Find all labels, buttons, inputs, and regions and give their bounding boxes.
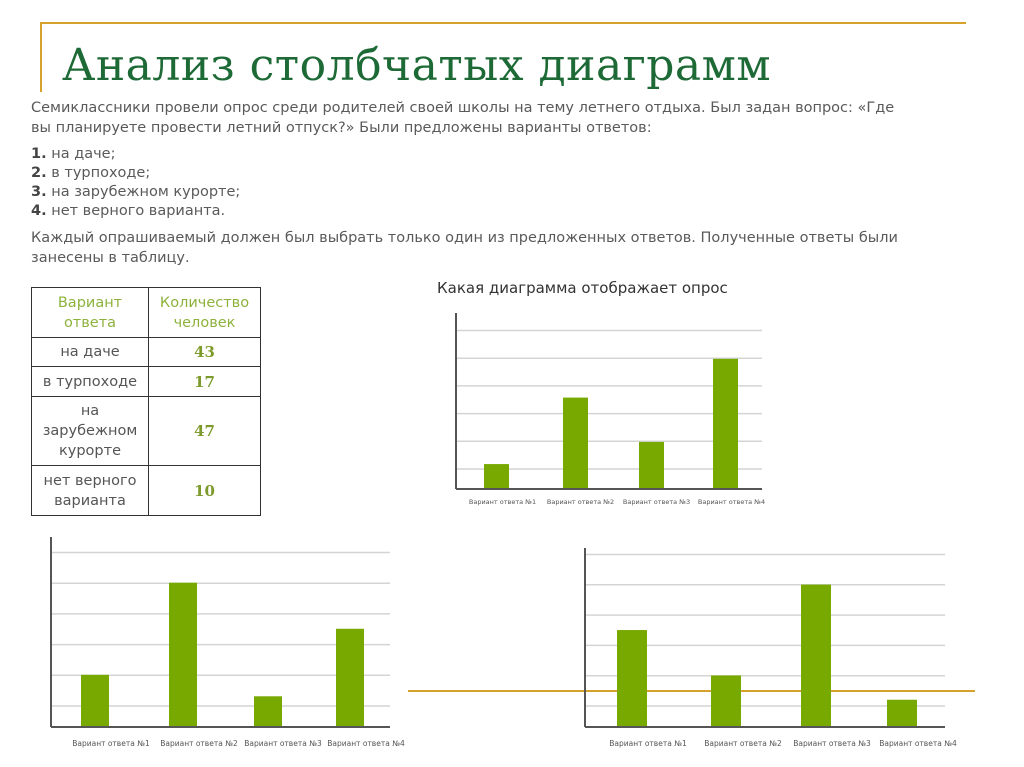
bar [81,674,109,727]
x-tick-label: Вариант ответа №4 [879,739,957,748]
x-tick-label: Вариант ответа №1 [72,739,150,748]
intro-line: Семиклассники провели опрос среди родите… [31,100,895,116]
top-rule [40,22,966,24]
x-tick-label: Вариант ответа №3 [244,739,322,748]
header-count: Количество человек [148,287,261,338]
x-tick-label: Вариант ответа №2 [160,739,238,748]
bar [563,397,588,489]
x-tick-label: Вариант ответа №4 [698,498,765,506]
bottom-rule [408,690,975,692]
table-row: на зарубежном курорте 47 [31,396,261,466]
bar [254,696,282,727]
bar [617,630,647,727]
x-tick-label: Вариант ответа №1 [609,739,687,748]
left-rule [40,22,42,92]
option-item: 3. на зарубежном курорте; [31,184,241,200]
bar [484,464,509,489]
cell-option: в турпоходе [31,366,149,397]
options-list: 1. на даче; 2. в турпоходе; 3. на зарубе… [31,145,240,221]
option-item: 4. нет верного варианта. [31,203,226,219]
table-row: нет верного варианта 10 [31,465,261,516]
x-tick-label: Вариант ответа №3 [793,739,871,748]
bar [169,582,197,727]
table-row: в турпоходе 17 [31,366,261,397]
outro-line: Каждый опрашиваемый должен был выбрать т… [31,230,898,246]
table-header-row: Вариант ответа Количество человек [31,287,261,338]
x-tick-label: Вариант ответа №1 [469,498,536,506]
bar [336,628,364,727]
outro-line: занесены в таблицу. [31,250,190,266]
outro-text: Каждый опрашиваемый должен был выбрать т… [31,228,898,268]
cell-option: на зарубежном курорте [31,396,149,466]
survey-table: Вариант ответа Количество человек на дач… [31,287,261,516]
x-tick-label: Вариант ответа №2 [704,739,782,748]
bar [887,699,917,727]
bar [713,358,738,489]
intro-text: Семиклассники провели опрос среди родите… [31,98,894,138]
cell-option: на даче [31,337,149,367]
slide-title: Анализ столбчатых диаграмм [62,40,772,91]
cell-option: нет верного варианта [31,465,149,516]
bar [801,584,831,727]
bar [711,675,741,727]
cell-count: 47 [148,396,261,466]
cell-count: 43 [148,337,261,367]
cell-count: 10 [148,465,261,516]
chart-question: Какая диаграмма отображает опрос [437,279,728,297]
cell-count: 17 [148,366,261,397]
x-tick-label: Вариант ответа №2 [547,498,614,506]
option-item: 1. на даче; [31,146,116,162]
x-tick-label: Вариант ответа №3 [623,498,690,506]
x-tick-label: Вариант ответа №4 [327,739,405,748]
table-row: на даче 43 [31,337,261,367]
intro-line: вы планируете провести летний отпуск?» Б… [31,120,652,136]
option-item: 2. в турпоходе; [31,165,151,181]
bar [639,441,664,489]
